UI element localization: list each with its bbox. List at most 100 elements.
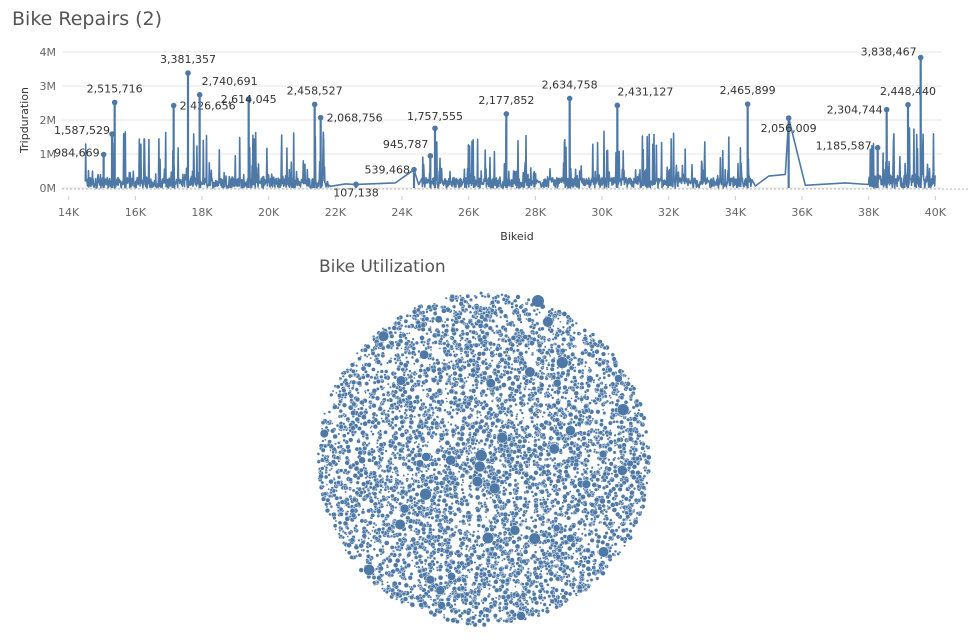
bubble[interactable] <box>461 491 465 495</box>
bubble[interactable] <box>403 577 407 581</box>
bubble[interactable] <box>488 348 491 352</box>
bubble[interactable] <box>377 454 381 458</box>
bubble[interactable] <box>441 323 446 329</box>
bubble[interactable] <box>501 559 504 562</box>
bubble[interactable] <box>346 504 351 509</box>
bubble[interactable] <box>643 450 646 453</box>
bubble[interactable] <box>532 447 538 453</box>
bubble[interactable] <box>479 501 483 506</box>
bubble[interactable] <box>339 526 344 531</box>
bubble[interactable] <box>534 584 539 589</box>
bubble[interactable] <box>466 537 472 543</box>
bubble[interactable] <box>575 470 580 475</box>
bubble[interactable] <box>499 426 502 429</box>
bubble[interactable] <box>379 374 384 379</box>
bubble[interactable] <box>431 377 437 383</box>
bubble[interactable] <box>354 524 359 528</box>
data-point-marker[interactable] <box>427 153 434 159</box>
bubble[interactable] <box>456 577 462 583</box>
bubble[interactable] <box>638 432 641 436</box>
data-point-marker[interactable] <box>883 106 890 113</box>
bubble[interactable] <box>559 575 564 580</box>
bubble[interactable] <box>506 356 512 362</box>
bubble[interactable] <box>537 516 543 522</box>
bubble[interactable] <box>449 359 454 363</box>
bubble[interactable] <box>436 381 440 386</box>
bubble[interactable] <box>547 363 551 367</box>
bubble[interactable] <box>545 490 550 495</box>
bubble[interactable] <box>419 398 423 402</box>
bubble[interactable] <box>583 365 587 368</box>
bubble[interactable] <box>360 510 366 515</box>
bubble[interactable] <box>476 356 482 361</box>
bubble[interactable] <box>410 477 414 481</box>
bubble[interactable] <box>496 511 500 515</box>
bubble[interactable] <box>604 510 609 514</box>
bubble[interactable] <box>434 432 438 437</box>
bubble[interactable] <box>389 357 393 360</box>
bubble[interactable] <box>385 474 390 479</box>
bubble[interactable] <box>429 348 433 352</box>
bubble[interactable] <box>593 487 599 492</box>
bubble[interactable] <box>460 617 464 621</box>
bubble[interactable] <box>586 383 592 389</box>
bubble[interactable] <box>507 321 513 327</box>
bubble[interactable] <box>514 402 518 407</box>
bubble[interactable] <box>331 389 335 393</box>
bubble[interactable] <box>398 326 402 331</box>
bubble[interactable] <box>611 371 616 376</box>
bubble[interactable] <box>425 469 429 473</box>
bubble[interactable] <box>572 420 576 424</box>
bubble[interactable] <box>617 486 623 492</box>
bubble[interactable] <box>436 399 442 405</box>
bubble[interactable] <box>427 562 433 568</box>
bubble[interactable] <box>550 345 554 350</box>
bubble[interactable] <box>542 337 547 342</box>
bubble[interactable] <box>327 487 330 491</box>
bubble[interactable] <box>449 294 455 300</box>
bubble[interactable] <box>582 522 588 527</box>
bubble[interactable] <box>458 530 463 536</box>
bubble[interactable] <box>355 486 359 490</box>
bubble[interactable] <box>373 477 378 483</box>
bubble[interactable] <box>531 553 537 559</box>
bubble[interactable] <box>357 538 361 542</box>
bubble[interactable] <box>378 565 384 572</box>
bubble[interactable] <box>389 552 394 557</box>
bubble[interactable] <box>460 390 466 396</box>
bubble[interactable] <box>533 550 538 554</box>
bubble[interactable] <box>595 544 600 549</box>
bubble[interactable] <box>438 374 444 380</box>
bubble[interactable] <box>498 309 504 315</box>
bubble[interactable] <box>436 457 442 462</box>
bubble[interactable] <box>532 308 537 313</box>
bubble[interactable] <box>329 504 334 509</box>
bubble[interactable] <box>434 303 439 308</box>
bubble[interactable] <box>386 409 390 413</box>
bubble[interactable] <box>518 304 524 310</box>
data-point-marker[interactable] <box>185 70 191 76</box>
bubble[interactable] <box>589 502 595 508</box>
bubble[interactable] <box>571 344 576 349</box>
bubble[interactable] <box>602 534 608 540</box>
bubble[interactable] <box>379 451 385 456</box>
bubble[interactable] <box>414 358 420 364</box>
bubble[interactable] <box>488 579 492 583</box>
bubble[interactable] <box>442 423 447 429</box>
bubble[interactable] <box>368 379 371 382</box>
bubble[interactable] <box>436 470 442 475</box>
bubble[interactable] <box>365 373 371 379</box>
bubble[interactable] <box>378 473 383 479</box>
bubble[interactable] <box>443 542 447 546</box>
bubble[interactable] <box>348 487 352 491</box>
bubble[interactable] <box>516 448 522 454</box>
bubble[interactable] <box>384 571 389 576</box>
bubble[interactable] <box>412 496 417 501</box>
bubble[interactable] <box>489 300 495 306</box>
bubble[interactable] <box>615 398 620 403</box>
bubble[interactable] <box>545 463 551 469</box>
bubble[interactable] <box>613 472 620 479</box>
bubble[interactable] <box>467 414 472 420</box>
bubble[interactable] <box>435 594 439 598</box>
data-point-marker[interactable] <box>100 151 107 158</box>
